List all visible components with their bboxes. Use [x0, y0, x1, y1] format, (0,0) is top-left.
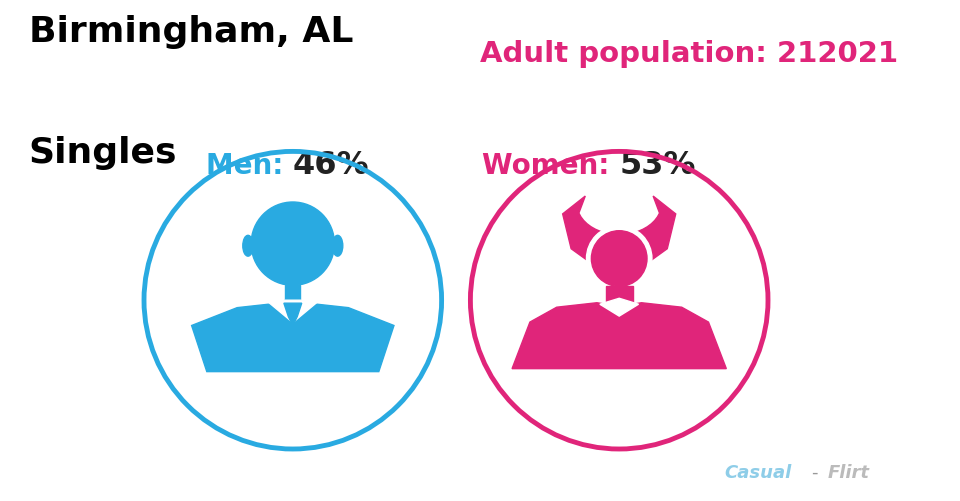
- Text: Birmingham, AL: Birmingham, AL: [29, 15, 353, 49]
- Text: -: -: [811, 463, 818, 481]
- Polygon shape: [600, 299, 638, 317]
- Polygon shape: [284, 304, 301, 326]
- Polygon shape: [285, 286, 300, 301]
- Text: Adult population: 212021: Adult population: 212021: [480, 40, 899, 68]
- Polygon shape: [266, 301, 320, 323]
- Polygon shape: [512, 303, 727, 369]
- Polygon shape: [563, 197, 676, 269]
- Ellipse shape: [252, 202, 334, 286]
- Ellipse shape: [591, 231, 647, 287]
- Ellipse shape: [243, 236, 253, 257]
- Text: 53%: 53%: [619, 150, 696, 181]
- Ellipse shape: [587, 226, 652, 292]
- Text: 46%: 46%: [293, 150, 370, 181]
- Polygon shape: [192, 301, 394, 372]
- Text: Flirt: Flirt: [828, 463, 870, 481]
- Ellipse shape: [332, 236, 343, 257]
- Polygon shape: [606, 287, 633, 305]
- Text: Men:: Men:: [205, 151, 293, 179]
- Text: Singles: Singles: [29, 135, 178, 169]
- Text: Women:: Women:: [482, 151, 619, 179]
- Text: Casual: Casual: [725, 463, 792, 481]
